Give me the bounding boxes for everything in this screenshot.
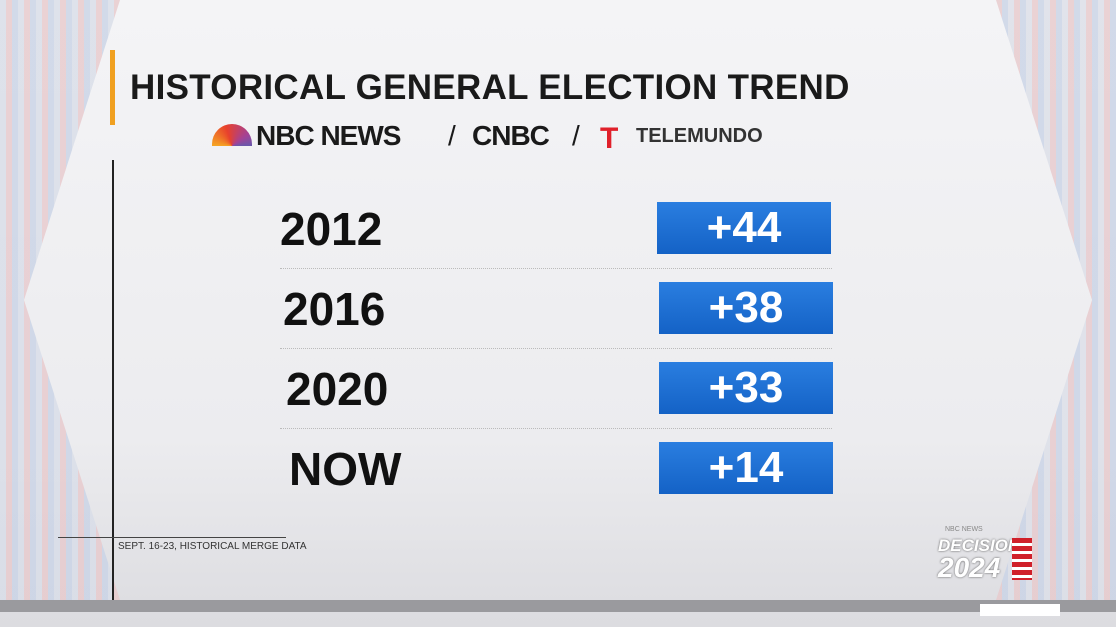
title: HISTORICAL GENERAL ELECTION TREND (130, 68, 850, 107)
row-separator (280, 428, 832, 429)
telemundo-logo: T (600, 122, 619, 155)
row-value: +33 (659, 362, 833, 414)
accent-bar (110, 50, 115, 125)
badge-year: 2024 (938, 552, 1001, 583)
row-value: +38 (659, 282, 833, 334)
row-value: +44 (657, 202, 831, 254)
badge-text: DECISION (938, 536, 1021, 555)
badge-stripes (1012, 538, 1032, 580)
row-label: 2020 (286, 363, 389, 415)
side-pattern (996, 0, 1116, 600)
rule (112, 160, 114, 600)
bottom-tab (980, 604, 1060, 616)
bottom-bar (0, 600, 1116, 612)
row-separator (280, 348, 832, 349)
brand: TELEMUNDO (636, 125, 763, 147)
brand: NBC NEWS (256, 120, 401, 151)
row-label: NOW (289, 443, 402, 495)
row-separator (280, 268, 832, 269)
row-value: +14 (659, 442, 833, 494)
row-label: 2012 (280, 203, 383, 255)
peacock-logo (212, 124, 252, 146)
badge-network: NBC NEWS (945, 526, 983, 533)
slash: / (572, 120, 580, 151)
footnote: SEPT. 16-23, HISTORICAL MERGE DATA (118, 541, 307, 552)
side-pattern (0, 0, 120, 600)
rule (58, 537, 286, 538)
row-label: 2016 (283, 283, 386, 335)
brand: CNBC (472, 120, 550, 151)
slash: / (448, 120, 456, 151)
